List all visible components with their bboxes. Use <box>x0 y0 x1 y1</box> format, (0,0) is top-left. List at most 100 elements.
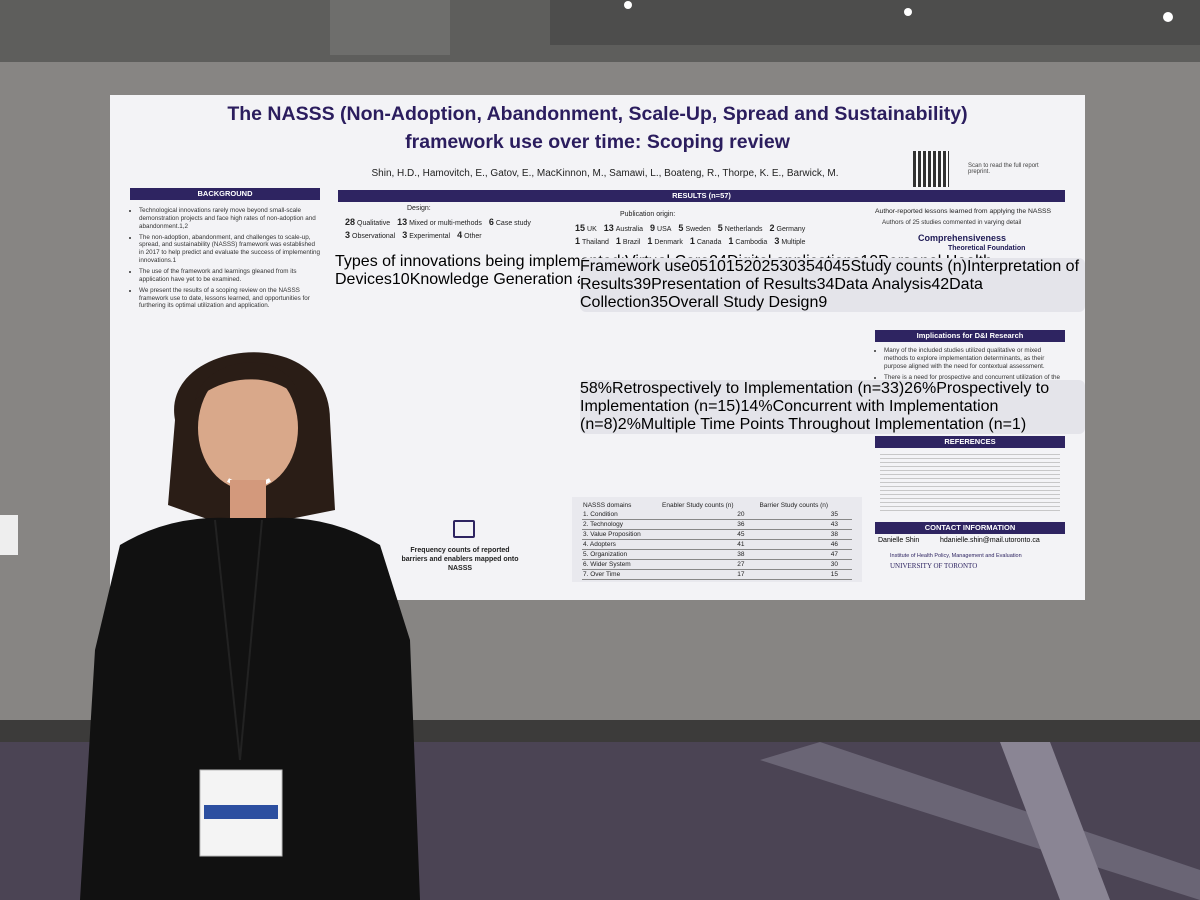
legend-label: Retrospectively to Implementation (n=33) <box>612 380 905 397</box>
legend-label: Multiple Time Points Throughout Implemen… <box>640 416 1027 433</box>
table-cell: 47 <box>830 551 838 558</box>
x-tick-label: 25 <box>761 258 780 275</box>
bullet: We present the results of a scoping revi… <box>139 287 320 311</box>
poster-title: framework use over time: Scoping review <box>405 131 790 153</box>
slice-label: 14% <box>740 398 773 415</box>
references-text <box>880 451 1060 511</box>
lessons-intro: Author-reported lessons learned from app… <box>875 208 1052 215</box>
bar-value: 34 <box>816 276 835 293</box>
item-count: 3 <box>774 236 780 246</box>
item-count: 9 <box>650 223 656 233</box>
item: 1 Brazil <box>616 236 641 246</box>
table-row: 3. Value Proposition 45 38 <box>582 530 852 540</box>
table-cell: 7. Over Time <box>583 571 621 578</box>
x-tick-label: 45 <box>832 258 851 275</box>
item: 9 USA <box>650 223 671 233</box>
x-tick-label: 15 <box>725 258 744 275</box>
table-cell: 36 <box>737 521 745 528</box>
item: 2 Germany <box>770 223 806 233</box>
x-tick-label: 10 <box>708 258 726 275</box>
item-count: 6 <box>488 217 494 227</box>
block-label: Publication origin: <box>620 211 676 218</box>
item-count: 1 <box>689 236 695 246</box>
qr-code <box>913 151 949 187</box>
y-tick-label: Overall Study Design <box>668 294 819 311</box>
icon <box>453 520 475 538</box>
y-tick-label: Presentation of Results <box>651 276 817 293</box>
item: 6 Case study <box>489 217 531 227</box>
caption: barriers and enablers mapped onto <box>401 556 519 563</box>
table-box: NASSS domains Enabler Study counts (n) Bar… <box>572 497 862 582</box>
bullet: The use of the framework and learnings g… <box>139 268 320 284</box>
table-row: 7. Over Time 17 15 <box>582 570 852 580</box>
table-cell: 45 <box>737 531 745 538</box>
table-cell: 38 <box>830 531 838 538</box>
table-cell: 3. Value Proposition <box>583 531 641 538</box>
item-count: 3 <box>345 230 351 240</box>
table-row: 6. Wider System 27 30 <box>582 560 852 570</box>
caption: NASSS <box>447 565 473 572</box>
table-cell: 4. Adopters <box>583 541 616 548</box>
item: 15 UK <box>575 223 597 233</box>
segment-value: 10 <box>391 271 410 288</box>
word: Comprehensiveness <box>918 233 1007 243</box>
table-row: 5. Organization 38 47 <box>582 550 852 560</box>
item-count: 13 <box>397 217 408 227</box>
item-list: 15 UK 13 Australia 9 USA 5 Sweden 5 Netherlands 2 G… <box>575 223 825 246</box>
table: NASSS domains Enabler Study counts (n) Bar… <box>582 501 852 580</box>
x-tick-label: 20 <box>743 258 762 275</box>
item: 28 Qualitative <box>345 217 390 227</box>
item-label: Experimental <box>409 233 451 240</box>
item-count: 1 <box>615 236 621 246</box>
item: 3 Observational <box>345 230 395 240</box>
item-count: 28 <box>345 217 356 227</box>
item-label: Case study <box>495 220 531 227</box>
item: 1 Thailand <box>575 236 609 246</box>
section-heading: RESULTS (n=57) <box>338 190 1065 202</box>
item-label: Thailand <box>582 239 609 246</box>
item: 3 Experimental <box>402 230 450 240</box>
item-count: 2 <box>769 223 775 233</box>
x-tick-label: 5 <box>699 258 709 275</box>
table-cell: 5. Organization <box>583 551 628 558</box>
table-cell: 2. Technology <box>583 521 623 528</box>
item-label: Qualitative <box>357 220 391 227</box>
item-count: 5 <box>717 223 723 233</box>
scan-note: Scan to read the full report preprint. <box>968 163 1039 175</box>
table-cell: 15 <box>830 571 838 578</box>
x-tick-label: 30 <box>779 258 798 275</box>
table-cell: 1. Condition <box>583 511 618 518</box>
table-cell: 43 <box>830 521 838 528</box>
item-label: USA <box>657 226 672 233</box>
item: 5 Sweden <box>678 223 710 233</box>
header-cell: Barrier Study counts (n) <box>759 502 829 509</box>
item-label: UK <box>587 226 597 233</box>
item-label: Canada <box>696 239 722 246</box>
item-label: Mixed or multi-methods <box>409 220 482 227</box>
bullet: Many of the included studies utilized qu… <box>884 347 1065 371</box>
item-count: 3 <box>402 230 408 240</box>
item-count: 1 <box>575 236 581 246</box>
item: 1 Canada <box>690 236 722 246</box>
item-label: Other <box>464 233 482 240</box>
poster-title: The NASSS (Non-Adoption, Abandonment, Sc… <box>227 103 968 125</box>
section-heading: REFERENCES <box>875 436 1065 448</box>
contact-email: hdanielle.shin@mail.utoronto.ca <box>940 537 1040 544</box>
item: 3 Multiple <box>774 236 805 246</box>
item: 5 Netherlands <box>718 223 763 233</box>
slice-label: 2% <box>617 416 641 433</box>
table-cell: 41 <box>737 541 745 548</box>
bar-value: 35 <box>650 294 669 311</box>
institute: Institute of Health Policy, Management a… <box>890 553 1022 559</box>
slice-label: 26% <box>904 380 937 397</box>
authors: Shin, H.D., Hamovitch, E., Gatov, E., Ma… <box>371 168 839 179</box>
legend-label: Concurrent with Implementation (n=8) <box>580 398 999 433</box>
item-label: Observational <box>352 233 396 240</box>
university: UNIVERSITY OF TORONTO <box>890 562 978 570</box>
chart-title: Types of innovations being implemented: <box>335 253 625 270</box>
x-axis-label: Study counts (n) <box>850 258 967 275</box>
bar-value: 42 <box>931 276 950 293</box>
item-label: Denmark <box>654 239 683 246</box>
table-cell: 46 <box>830 541 838 548</box>
